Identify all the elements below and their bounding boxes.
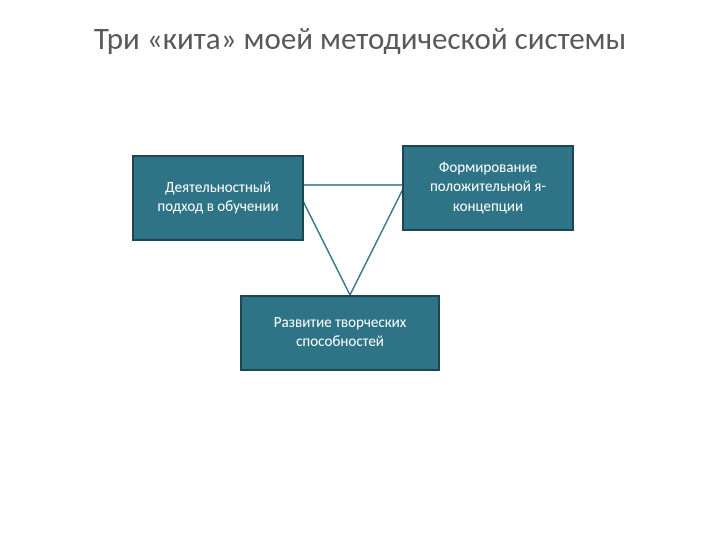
slide-title: Три «кита» моей методической системы (0, 20, 720, 59)
diagram-area: Деятельностный подход в обучении Формиро… (0, 145, 720, 485)
triangle-shape (295, 185, 405, 295)
node-right: Формирование положительной я-концепции (402, 145, 574, 231)
node-left: Деятельностный подход в обучении (132, 155, 304, 241)
node-bottom: Развитие творческих способностей (240, 295, 440, 371)
